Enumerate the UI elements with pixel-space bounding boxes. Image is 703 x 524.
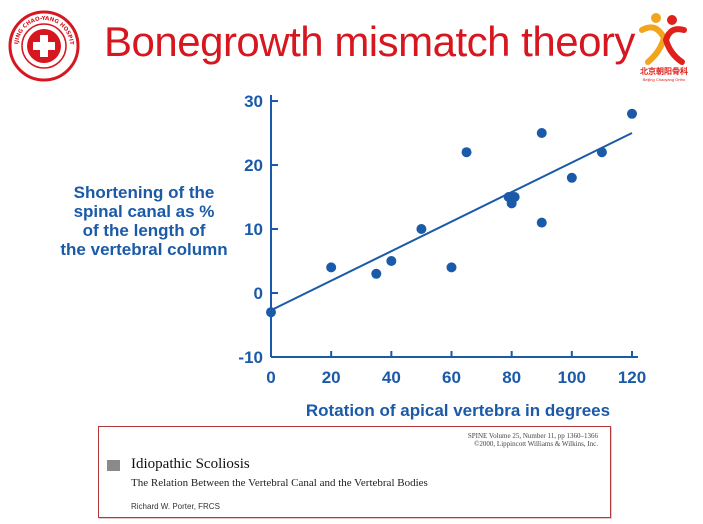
- journal-info: SPINE Volume 25, Number 11, pp 1360–1366…: [468, 432, 598, 448]
- data-point: [536, 128, 547, 138]
- x-tick-label: 100: [558, 368, 586, 387]
- reference-citation: SPINE Volume 25, Number 11, pp 1360–1366…: [98, 426, 611, 518]
- article-title: Idiopathic Scoliosis: [131, 456, 250, 472]
- data-point: [386, 256, 397, 266]
- data-point: [446, 262, 457, 273]
- y-tick-label: -10: [238, 348, 263, 367]
- data-point: [266, 307, 276, 318]
- y-axis-label-line: Shortening of the: [73, 183, 215, 202]
- data-point: [627, 108, 637, 119]
- journal-line: ©2000, Lippincott Williams & Wilkins, In…: [474, 440, 598, 448]
- data-point: [536, 217, 547, 228]
- ortho-logo-text: 北京朝阳骨科: [640, 67, 688, 76]
- x-tick-label: 80: [502, 368, 521, 387]
- x-tick-label: 60: [442, 368, 461, 387]
- hospital-logo: BEIJING CHAO-YANG HOSPITAL: [8, 10, 80, 82]
- trend-line: [270, 132, 633, 312]
- y-axis-label-line: of the length of: [82, 221, 206, 240]
- data-point: [371, 268, 382, 279]
- ortho-logo-subtext: Beijing Chaoyang Ortho: [642, 77, 686, 82]
- journal-line: SPINE Volume 25, Number 11, pp 1360–1366: [467, 432, 598, 440]
- y-axis-label: Shortening of the spinal canal as % of t…: [44, 183, 244, 259]
- y-tick-label: 20: [244, 156, 263, 175]
- data-point: [326, 262, 337, 273]
- y-axis-label-line: spinal canal as %: [73, 202, 215, 221]
- section-marker: [107, 460, 120, 471]
- data-point: [461, 147, 472, 158]
- y-tick-label: 10: [244, 220, 263, 239]
- article-subtitle: The Relation Between the Vertebral Canal…: [131, 477, 428, 489]
- data-point: [509, 192, 520, 202]
- y-tick-label: 30: [244, 92, 263, 111]
- ortho-department-logo: [639, 13, 687, 65]
- x-tick-label: 40: [382, 368, 401, 387]
- page-title: Bonegrowth mismatch theory: [104, 18, 635, 65]
- x-tick-label: 120: [618, 368, 646, 387]
- data-point: [416, 224, 427, 234]
- y-tick-label: 0: [254, 284, 263, 303]
- data-point: [566, 172, 577, 183]
- x-tick-label: 20: [322, 368, 341, 387]
- x-axis-label: Rotation of apical vertebra in degrees: [306, 401, 610, 420]
- y-axis-label-line: the vertebral column: [60, 240, 228, 259]
- x-tick-label: 0: [266, 368, 275, 387]
- data-point: [596, 147, 607, 158]
- article-author: Richard W. Porter, FRCS: [131, 502, 220, 511]
